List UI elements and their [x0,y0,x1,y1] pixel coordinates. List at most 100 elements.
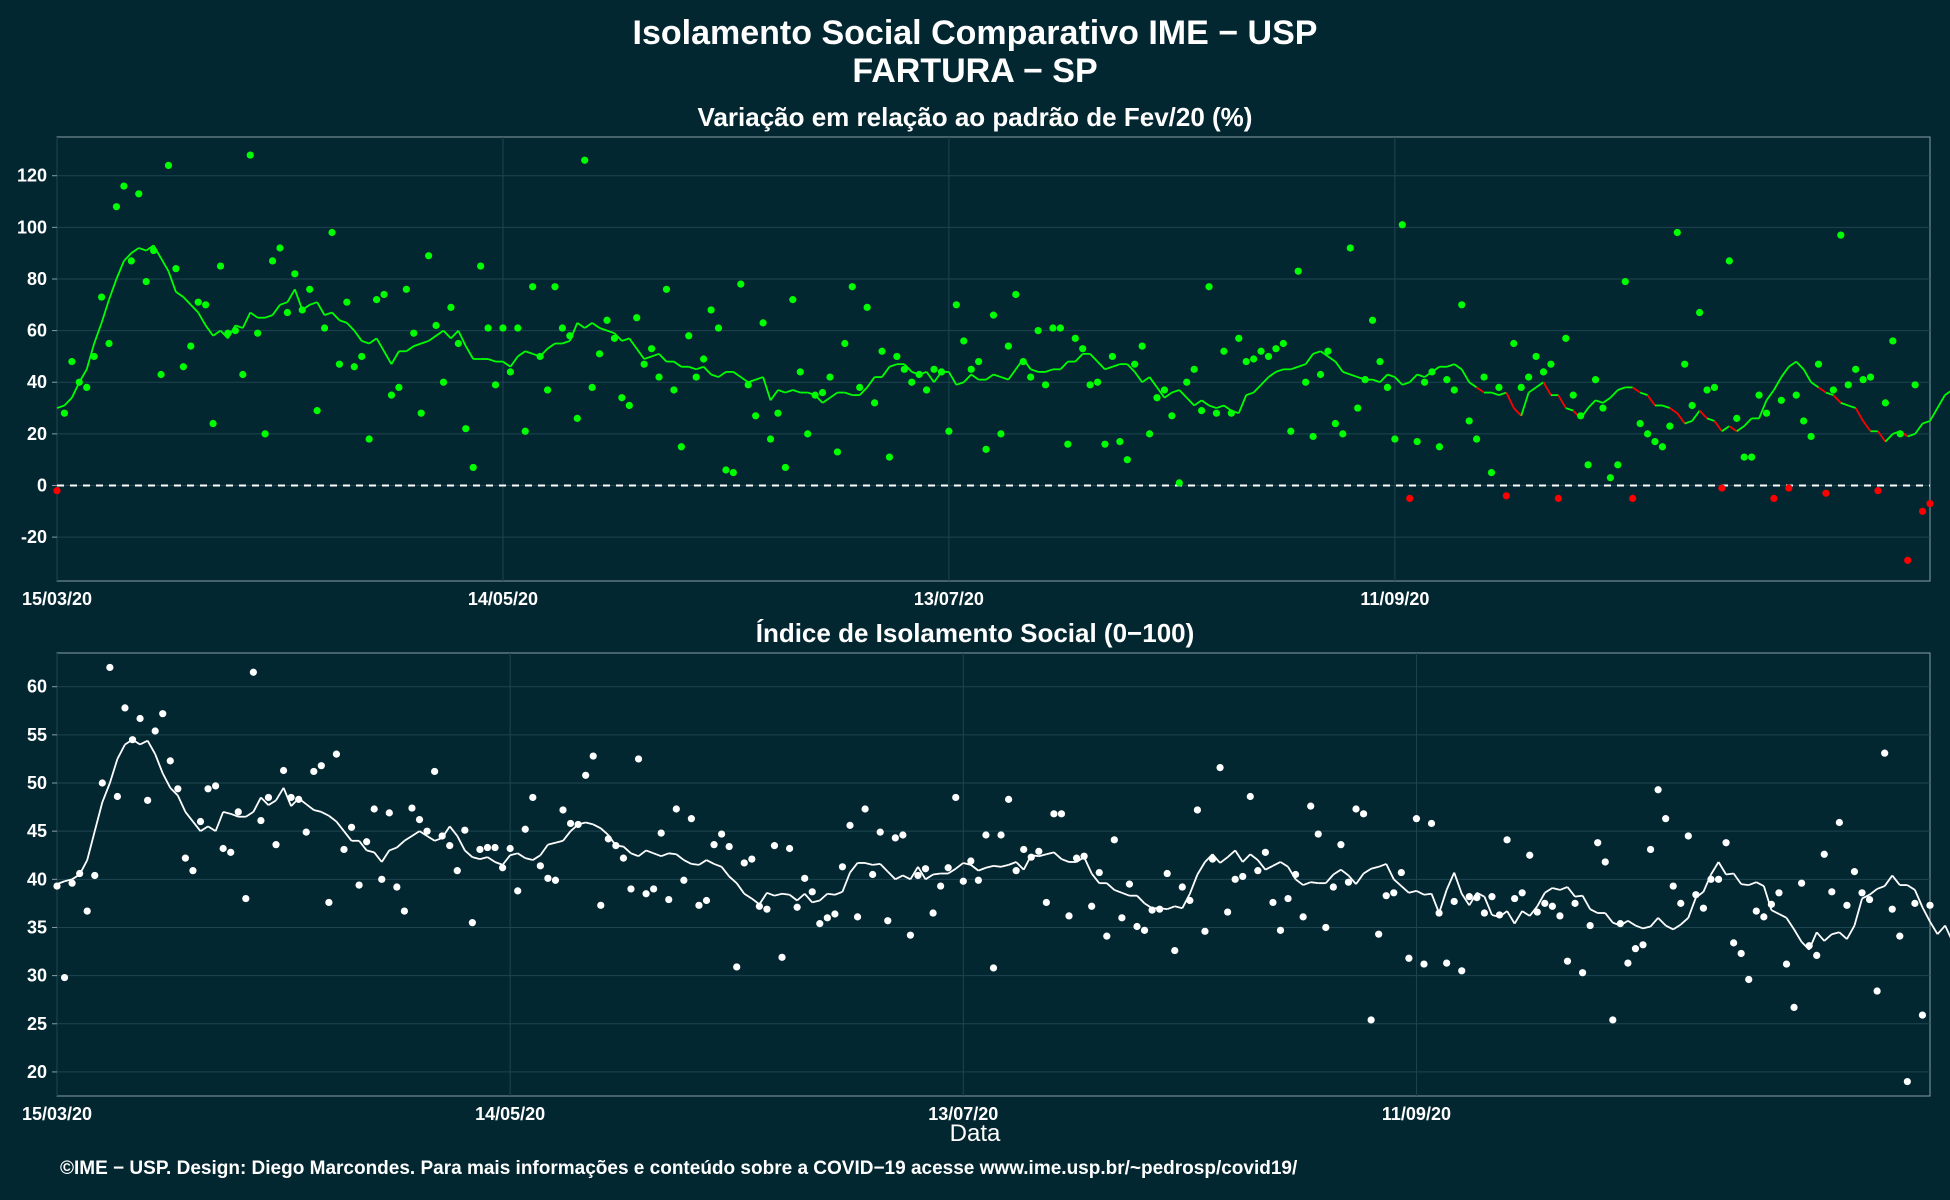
data-point-1 [543,386,552,394]
data-point-2 [249,668,257,676]
data-point-1 [1406,494,1414,502]
moving-average-segment-1 [1312,350,1321,355]
data-point-2 [1646,845,1655,854]
moving-average-segment-1 [123,252,132,262]
data-point-2 [1261,848,1269,856]
moving-average-segment-1 [1847,404,1856,409]
data-point-1 [1428,368,1436,376]
data-point-1 [1807,432,1815,441]
moving-average-segment-2 [1725,872,1734,876]
moving-average-segment-2 [1460,893,1471,906]
moving-average-segment-2 [1823,933,1833,942]
moving-average-segment-1 [331,311,341,321]
data-point-1 [209,419,217,428]
data-point-2 [317,762,325,770]
data-point-2 [1435,909,1443,917]
moving-average-segment-2 [1438,889,1448,914]
data-point-1 [425,252,433,260]
data-point-2 [363,838,371,846]
data-point-1 [1279,339,1287,348]
moving-average-segment-1 [1639,391,1648,396]
moving-average-segment-2 [335,820,345,832]
data-point-1 [1718,484,1726,492]
data-point-1 [1086,381,1094,389]
data-point-1 [1093,378,1102,386]
data-point-1 [1666,422,1674,430]
moving-average-segment-2 [403,835,413,842]
moving-average-segment-2 [1061,858,1070,863]
data-point-2 [1103,932,1111,940]
moving-average-segment-2 [872,863,881,866]
moving-average-segment-2 [600,827,609,836]
moving-average-segment-1 [1275,368,1284,373]
data-point-2 [1601,858,1609,866]
moving-average-segment-1 [108,278,118,300]
moving-average-segment-2 [1008,861,1017,866]
data-point-1 [120,182,128,190]
moving-average-segment-1 [324,311,333,316]
data-point-1 [1636,419,1644,428]
moving-average-segment-2 [774,892,783,897]
data-point-2 [929,909,937,917]
data-point-2 [1782,960,1791,968]
moving-average-segment-2 [637,849,647,857]
data-point-2 [574,820,582,829]
data-point-1 [1056,324,1064,332]
data-point-1 [320,324,329,332]
moving-average-segment-1 [115,260,125,280]
moving-average-segment-2 [366,849,375,854]
data-point-2 [1088,902,1096,910]
data-point-1 [1116,438,1124,446]
moving-average-segment-1 [420,340,429,345]
data-point-1 [841,339,849,348]
moving-average-segment-1 [1914,423,1924,435]
moving-average-segment-2 [200,825,209,832]
moving-average-segment-1 [457,330,467,347]
data-point-1 [893,352,901,361]
moving-average-segment-1 [970,373,980,381]
data-point-1 [1614,461,1622,469]
data-point-2 [1284,894,1292,903]
data-point-2 [1427,819,1436,828]
data-point-1 [1904,556,1912,564]
data-point-2 [1375,930,1383,938]
data-point-2 [1556,912,1564,920]
y-tick-label-2-3: 35 [27,917,47,937]
moving-average-segment-1 [1684,420,1693,425]
data-point-1 [610,334,619,342]
moving-average-segment-1 [1646,394,1656,406]
moving-average-segment-1 [450,329,460,339]
data-point-1 [261,430,269,438]
moving-average-segment-1 [903,363,913,373]
y-tick-label-2-1: 25 [27,1014,47,1034]
data-point-1 [885,453,894,461]
data-point-2 [1276,926,1285,934]
moving-average-segment-2 [1476,891,1485,898]
moving-average-segment-1 [1460,368,1470,383]
moving-average-segment-2 [592,823,602,830]
data-point-2 [718,830,726,838]
data-point-1 [900,365,908,373]
data-point-2 [612,842,620,850]
data-point-2 [453,867,461,875]
moving-average-segment-2 [1400,885,1410,894]
moving-average-segment-1 [785,389,794,394]
data-point-2 [196,817,205,826]
moving-average-segment-2 [426,835,436,842]
data-point-1 [662,285,671,293]
moving-average-segment-1 [1297,363,1306,368]
moving-average-segment-1 [963,373,972,383]
data-point-2 [536,862,544,870]
moving-average-segment-1 [1721,425,1730,433]
data-point-2 [506,844,514,853]
moving-average-segment-2 [192,820,202,832]
data-point-1 [603,316,611,324]
moving-average-segment-2 [1680,917,1689,926]
data-point-1 [1599,404,1607,412]
data-point-1 [1748,453,1756,461]
moving-average-segment-1 [1862,420,1872,432]
data-point-2 [144,796,152,804]
moving-average-segment-2 [419,830,428,837]
x-tick-label-1-0: 15/03/20 [22,589,92,609]
